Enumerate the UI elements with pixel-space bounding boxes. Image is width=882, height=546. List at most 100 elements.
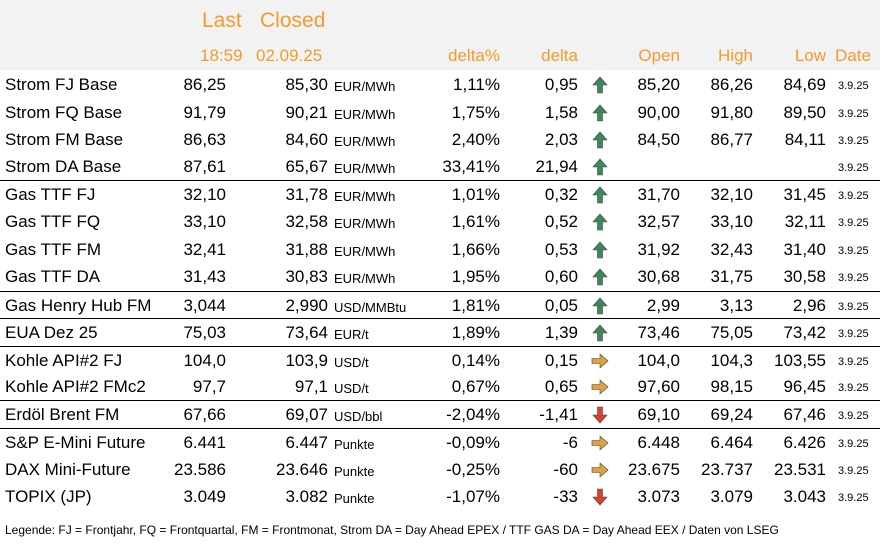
delta-value: 0,95 [544, 75, 578, 94]
closed-value: 31,78 [285, 185, 328, 204]
arrow-down-icon [592, 488, 608, 506]
arrow-up-icon [592, 76, 608, 94]
instrument-name: TOPIX (JP) [5, 487, 92, 506]
low-value: 84,11 [784, 130, 826, 149]
open-value: 85,20 [637, 75, 680, 94]
open-value: 23.675 [628, 459, 680, 479]
low-value: 73,42 [783, 323, 826, 342]
closed-value: 103,9 [285, 351, 328, 370]
closed-value: 65,67 [285, 157, 328, 176]
last-value: 67,66 [183, 405, 226, 424]
high-value: 86,26 [710, 75, 753, 94]
last-value: 75,03 [183, 323, 226, 342]
date-value: 3.9.25 [838, 272, 869, 284]
closed-value: 90,21 [285, 102, 328, 122]
date-value: 3.9.25 [838, 244, 869, 257]
high-value: 33,10 [710, 212, 753, 231]
delta-value: 1,58 [544, 102, 578, 122]
low-value: 31,40 [783, 239, 826, 259]
last-value: 104,0 [183, 351, 226, 370]
delta-value: 1,39 [544, 323, 578, 342]
table-row: EUA Dez 25 75,03 73,64 EUR/t 1,89% 1,39 73,46 7… [0, 318, 880, 345]
delta-value: 2,03 [544, 130, 578, 149]
instrument-name: S&P E-Mini Future [5, 433, 146, 452]
instrument-name: Gas TTF FJ [5, 185, 96, 204]
instrument-name: Strom FJ Base [5, 75, 118, 94]
delta-value: 0,32 [544, 185, 578, 204]
header-delta-pct: delta% [448, 46, 500, 65]
open-value: 6.448 [637, 433, 680, 452]
low-value: 96,45 [783, 377, 826, 396]
closed-value: 73,64 [285, 323, 328, 342]
low-value: 32,11 [784, 212, 826, 231]
open-value: 32,57 [637, 212, 680, 231]
closed-value: 31,88 [285, 239, 328, 259]
table-row: Strom FM Base 86,63 84,60 EUR/MWh 2,40% 2,03 8… [0, 126, 880, 153]
header-delta: delta [541, 46, 578, 65]
open-value: 84,50 [637, 130, 680, 149]
delta-pct-value: 1,95% [451, 267, 500, 286]
delta-pct-value: 1,75% [451, 102, 500, 122]
header-date: 02.09.25 [256, 46, 323, 65]
date-value: 3.9.25 [838, 382, 869, 394]
unit: EUR/t [334, 327, 369, 342]
arrow-right-icon [591, 435, 609, 451]
high-value: 32,10 [710, 185, 753, 204]
high-value: 6.464 [710, 433, 753, 452]
delta-pct-value: 1,66% [451, 239, 500, 259]
delta-value: -1,41 [539, 405, 578, 424]
open-value: 2,99 [646, 296, 680, 315]
instrument-name: Strom FM Base [5, 130, 124, 149]
high-value: 3.079 [710, 487, 753, 506]
date-value: 3.9.25 [838, 301, 869, 313]
high-value: 69,24 [710, 405, 753, 424]
table-row: Erdöl Brent FM 67,66 69,07 USD/bbl -2,04% -1,… [0, 400, 880, 427]
table-row: DAX Mini-Future 23.586 23.646 Punkte -0,25% -… [0, 456, 880, 483]
delta-pct-value: 1,01% [451, 185, 500, 204]
open-value: 3.073 [637, 487, 680, 506]
last-value: 91,79 [183, 102, 226, 122]
header-high: High [718, 46, 753, 65]
delta-pct-value: -0,09% [446, 433, 500, 452]
last-value: 32,41 [183, 239, 226, 259]
arrow-up-icon [592, 268, 608, 286]
unit: EUR/MWh [334, 243, 396, 259]
open-value: 31,70 [637, 185, 680, 204]
legend: Legende: FJ = Frontjahr, FQ = Frontquart… [5, 523, 779, 537]
date-value: 3.9.25 [838, 410, 869, 422]
high-value: 91,80 [710, 102, 753, 122]
last-value: 6.441 [183, 433, 226, 452]
delta-pct-value: -1,07% [446, 487, 500, 506]
unit: USD/bbl [334, 409, 383, 424]
table-row: Gas TTF FJ 32,10 31,78 EUR/MWh 1,01% 0,32 31,7… [0, 180, 880, 207]
delta-pct-value: 0,67% [451, 377, 500, 396]
unit: USD/t [334, 355, 369, 370]
last-value: 87,61 [183, 157, 226, 176]
last-value: 33,10 [183, 212, 226, 231]
date-value: 3.9.25 [838, 328, 869, 340]
delta-value: 0,52 [544, 212, 578, 231]
date-value: 3.9.25 [838, 162, 869, 174]
last-value: 86,25 [183, 75, 226, 94]
delta-pct-value: -2,04% [446, 405, 500, 424]
delta-pct-value: 2,40% [451, 130, 500, 149]
delta-value: -60 [553, 459, 578, 479]
unit: USD/t [334, 381, 369, 396]
low-value: 23.531 [774, 459, 826, 479]
arrow-right-icon [591, 379, 609, 395]
low-value: 89,50 [783, 102, 826, 122]
unit: EUR/MWh [334, 189, 396, 204]
table-row: Gas Henry Hub FM 3,044 2,990 USD/MMBtu 1,81%… [0, 291, 880, 318]
unit: Punkte [334, 437, 375, 452]
high-value: 31,75 [710, 267, 753, 286]
delta-value: -6 [562, 433, 578, 452]
table-row: Strom FJ Base 86,25 85,30 EUR/MWh 1,11% 0,95 8… [0, 71, 880, 98]
high-value: 23.737 [701, 459, 753, 479]
instrument-name: Gas Henry Hub FM [5, 296, 152, 315]
closed-value: 3.082 [285, 487, 328, 506]
delta-pct-value: 0,14% [451, 351, 500, 370]
arrow-up-icon [592, 104, 608, 121]
delta-pct-value: 33,41% [442, 157, 500, 176]
date-value: 3.9.25 [838, 356, 869, 368]
closed-value: 30,83 [285, 267, 328, 286]
